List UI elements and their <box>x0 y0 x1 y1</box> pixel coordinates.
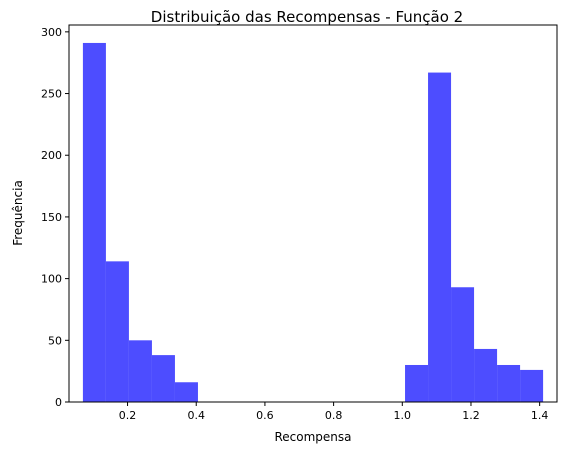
y-tick-label: 100 <box>41 273 62 286</box>
histogram-bar <box>497 364 521 402</box>
y-axis-label: Frequência <box>11 180 25 246</box>
y-tick-label: 150 <box>41 211 62 224</box>
histogram-bar <box>151 355 175 402</box>
histogram-bar <box>82 42 106 402</box>
x-axis-label: Recompensa <box>274 430 351 444</box>
histogram-bar <box>520 369 544 402</box>
plot-frame <box>68 24 558 403</box>
y-tick-label: 50 <box>48 334 62 347</box>
y-tick-label: 250 <box>41 88 62 101</box>
y-tick-label: 200 <box>41 149 62 162</box>
x-tick-label: 0.4 <box>187 409 205 422</box>
bars-group <box>82 42 544 403</box>
x-tick-label: 0.8 <box>325 409 343 422</box>
histogram-bar <box>128 340 152 402</box>
histogram-bar <box>474 348 498 402</box>
histogram-bar <box>405 364 429 402</box>
histogram-bar <box>105 261 129 402</box>
histogram-bar <box>428 72 452 403</box>
x-axis-ticks: 0.2 0.4 0.6 0.8 1.0 1.2 1.4 <box>119 402 549 422</box>
x-tick-label: 0.6 <box>256 409 274 422</box>
x-tick-label: 1.2 <box>462 409 480 422</box>
chart-title: Distribuição das Recompensas - Função 2 <box>151 8 463 26</box>
x-tick-label: 0.2 <box>119 409 137 422</box>
y-axis-ticks: 0 50 100 150 200 250 300 <box>41 26 69 409</box>
histogram-bar <box>451 287 475 402</box>
x-tick-label: 1.4 <box>531 409 549 422</box>
y-tick-label: 0 <box>55 396 62 409</box>
x-tick-label: 1.0 <box>394 409 412 422</box>
histogram-bar <box>174 382 198 402</box>
y-tick-label: 300 <box>41 26 62 39</box>
